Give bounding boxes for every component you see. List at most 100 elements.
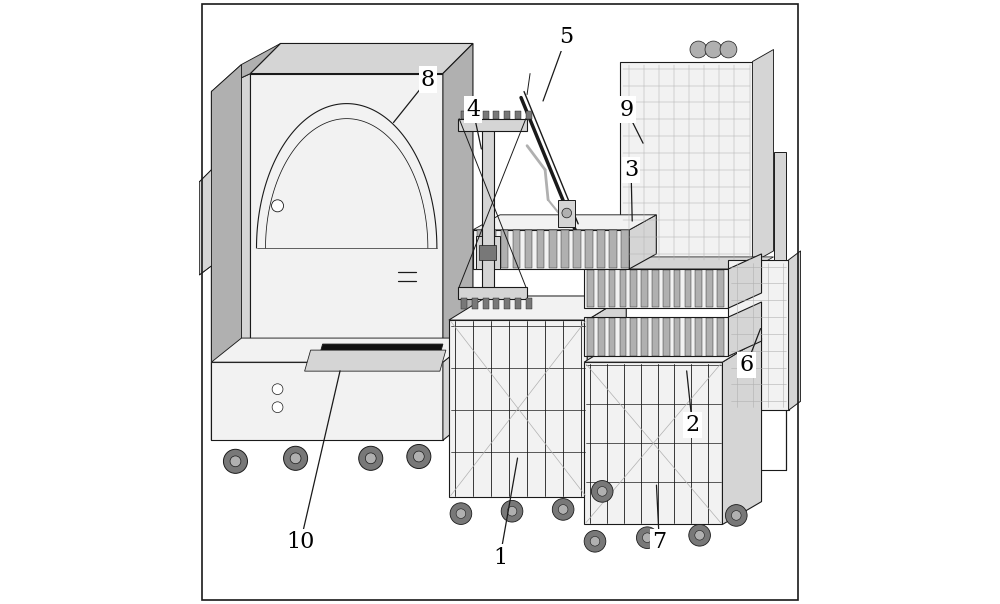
Circle shape [272,384,283,394]
Polygon shape [584,317,728,356]
Polygon shape [587,318,594,356]
Polygon shape [652,318,659,356]
Circle shape [695,530,704,540]
Polygon shape [587,269,594,307]
Polygon shape [317,344,443,365]
Polygon shape [706,269,713,307]
Polygon shape [211,338,473,362]
Circle shape [725,504,747,526]
Polygon shape [695,269,702,307]
Bar [515,298,521,309]
Text: 8: 8 [421,68,435,91]
Bar [472,111,478,118]
Polygon shape [489,231,496,268]
Polygon shape [621,231,629,268]
Bar [493,298,499,309]
Polygon shape [789,251,801,410]
Text: 4: 4 [466,98,480,121]
Polygon shape [458,118,527,130]
Polygon shape [598,318,605,356]
Circle shape [558,504,568,514]
Circle shape [689,524,710,546]
Polygon shape [728,260,789,410]
Polygon shape [443,338,473,440]
Polygon shape [685,269,691,307]
Bar [493,111,499,118]
Polygon shape [525,231,532,268]
Text: 10: 10 [286,532,315,553]
Polygon shape [250,43,473,74]
Text: 2: 2 [685,414,699,436]
Polygon shape [211,362,443,440]
Polygon shape [620,257,774,269]
Polygon shape [597,231,605,268]
Polygon shape [717,269,724,307]
Polygon shape [199,170,211,275]
Bar [483,298,489,309]
Polygon shape [211,43,281,92]
Polygon shape [473,215,656,230]
Circle shape [290,453,301,464]
Polygon shape [641,269,648,307]
Polygon shape [584,338,762,362]
Polygon shape [211,65,241,440]
Polygon shape [728,302,762,356]
Polygon shape [537,231,544,268]
Polygon shape [620,62,753,263]
Bar [479,245,496,260]
Polygon shape [211,74,250,440]
Circle shape [407,445,431,469]
Polygon shape [250,74,443,368]
Text: 1: 1 [493,547,507,568]
Circle shape [272,402,283,413]
Polygon shape [587,296,626,498]
Circle shape [223,449,247,474]
Circle shape [507,506,517,516]
Circle shape [501,500,523,522]
Polygon shape [620,318,626,356]
Bar [483,111,489,118]
Polygon shape [501,231,508,268]
Circle shape [584,530,606,552]
Polygon shape [641,318,648,356]
Polygon shape [449,296,626,320]
Polygon shape [305,350,446,371]
Polygon shape [476,236,500,269]
Polygon shape [630,269,637,307]
Polygon shape [717,318,724,356]
Circle shape [552,498,574,520]
Polygon shape [609,231,617,268]
Polygon shape [477,231,484,268]
Circle shape [720,41,737,58]
Bar [472,298,478,309]
Polygon shape [584,269,728,308]
Text: 5: 5 [559,27,573,48]
Polygon shape [620,269,626,307]
Polygon shape [674,318,680,356]
Circle shape [450,503,472,524]
Polygon shape [549,231,557,268]
Bar [461,298,467,309]
Polygon shape [663,318,670,356]
Polygon shape [482,127,494,296]
Polygon shape [753,50,774,263]
Bar [504,298,510,309]
Polygon shape [584,362,722,524]
Polygon shape [561,231,569,268]
Circle shape [413,451,424,462]
Circle shape [642,533,652,542]
Polygon shape [609,318,615,356]
Text: 7: 7 [652,532,666,553]
Polygon shape [473,230,629,269]
Circle shape [590,536,600,546]
Circle shape [284,446,308,471]
Circle shape [636,527,658,548]
Polygon shape [598,269,605,307]
Polygon shape [629,215,656,269]
Polygon shape [513,231,520,268]
Bar [526,111,532,118]
Polygon shape [663,269,670,307]
Polygon shape [774,152,786,260]
Bar [504,111,510,118]
Polygon shape [674,269,680,307]
